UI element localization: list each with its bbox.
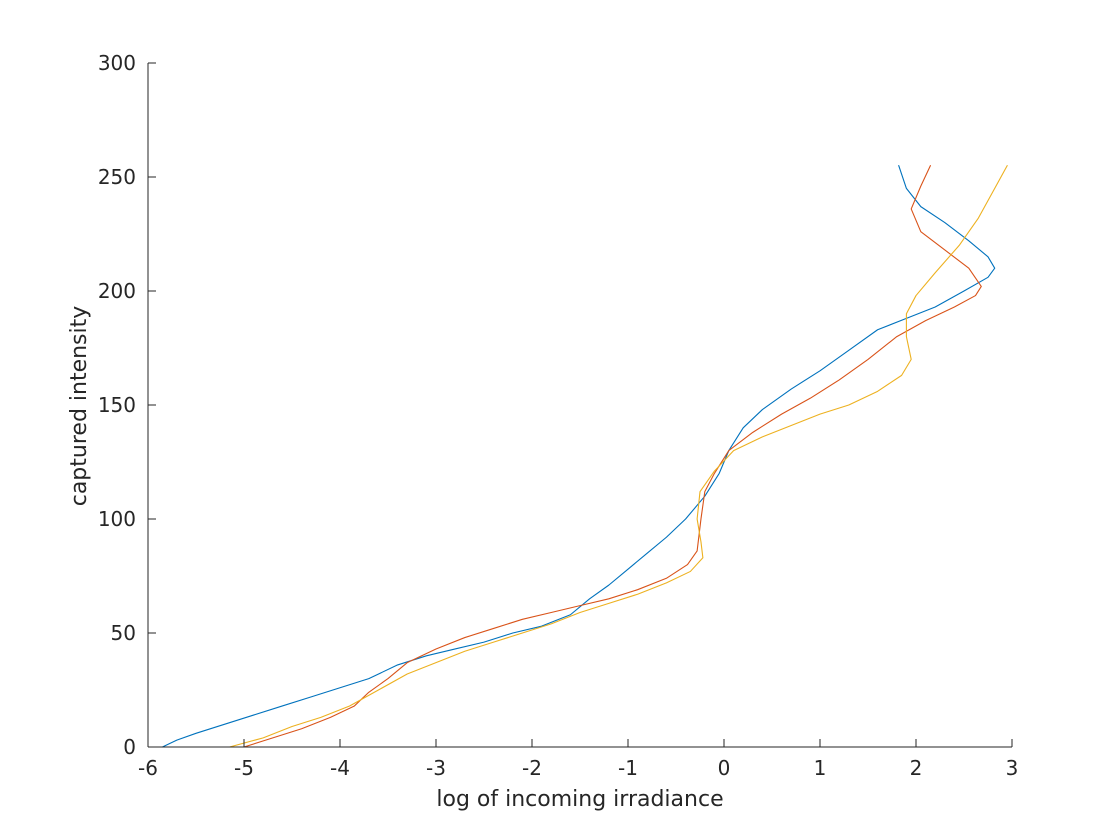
y-tick-label: 300 [98,51,136,75]
y-tick-label: 50 [111,621,136,645]
axes: -6 -5 -4 -3 -2 -1 0 1 2 3 0 50 100 150 200 250 300 [98,51,1019,780]
x-tick-label: 0 [718,756,731,780]
y-tick-label: 100 [98,507,136,531]
y-tick-label: 250 [98,165,136,189]
series-line-3 [229,165,1008,748]
x-axis-label: log of incoming irradiance [436,787,723,812]
series-line-2 [243,165,982,748]
x-tick-label: -6 [138,756,158,780]
series-line-1 [161,165,996,748]
y-tick-label: 200 [98,279,136,303]
y-tick-label: 150 [98,393,136,417]
plot-series [161,165,1008,748]
x-tick-label: -4 [330,756,350,780]
y-tick-label: 0 [123,735,136,759]
x-tick-label: -5 [234,756,254,780]
x-tick-label: 1 [814,756,827,780]
y-axis-label: captured intensity [67,306,92,507]
x-tick-label: -3 [426,756,446,780]
x-tick-label: 2 [910,756,923,780]
x-tick-label: -1 [618,756,638,780]
x-tick-label: 3 [1006,756,1019,780]
x-tick-label: -2 [522,756,542,780]
